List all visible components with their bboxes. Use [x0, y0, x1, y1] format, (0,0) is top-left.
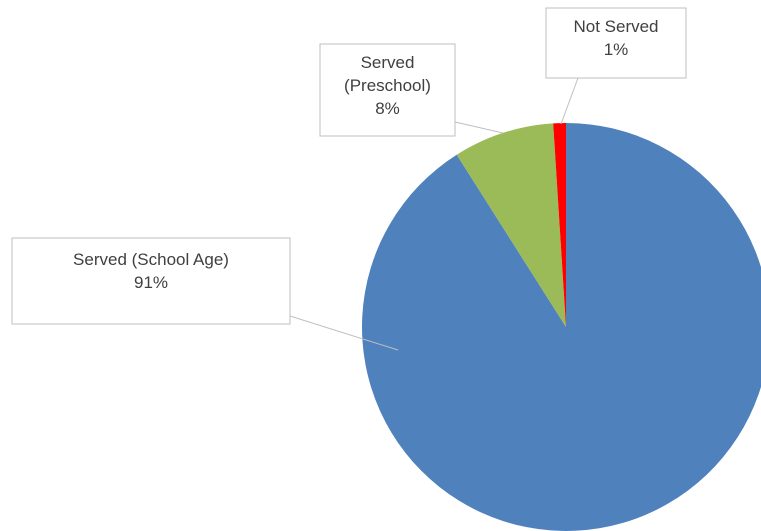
callout-box	[11, 237, 291, 325]
data-label-name: Not Served	[573, 17, 658, 36]
pie-slice-served-school-age	[362, 123, 761, 531]
leader-line	[289, 315, 399, 351]
data-label-not-served: Not Served 1%	[545, 7, 687, 125]
pie-slice-served-preschool	[456, 123, 566, 327]
callout-box	[545, 7, 687, 79]
callout-box	[319, 43, 456, 137]
data-label-percent: 8%	[375, 99, 400, 118]
pie-slices	[362, 123, 761, 531]
data-label-name: Served (School Age)	[73, 250, 229, 269]
data-label-percent: 1%	[604, 40, 629, 59]
pie-data-labels: Served (School Age) 91% Served (Preschool) 8…	[11, 7, 687, 351]
data-label-served-preschool: Served (Preschool) 8%	[319, 43, 504, 137]
leader-line	[454, 121, 504, 134]
leader-line	[560, 77, 579, 125]
data-label-name: (Preschool)	[344, 76, 431, 95]
data-label-served-school-age: Served (School Age) 91%	[11, 237, 399, 351]
data-label-name: Served	[361, 53, 415, 72]
pie-slice-not-served	[553, 123, 566, 327]
data-label-percent: 91%	[134, 273, 168, 292]
